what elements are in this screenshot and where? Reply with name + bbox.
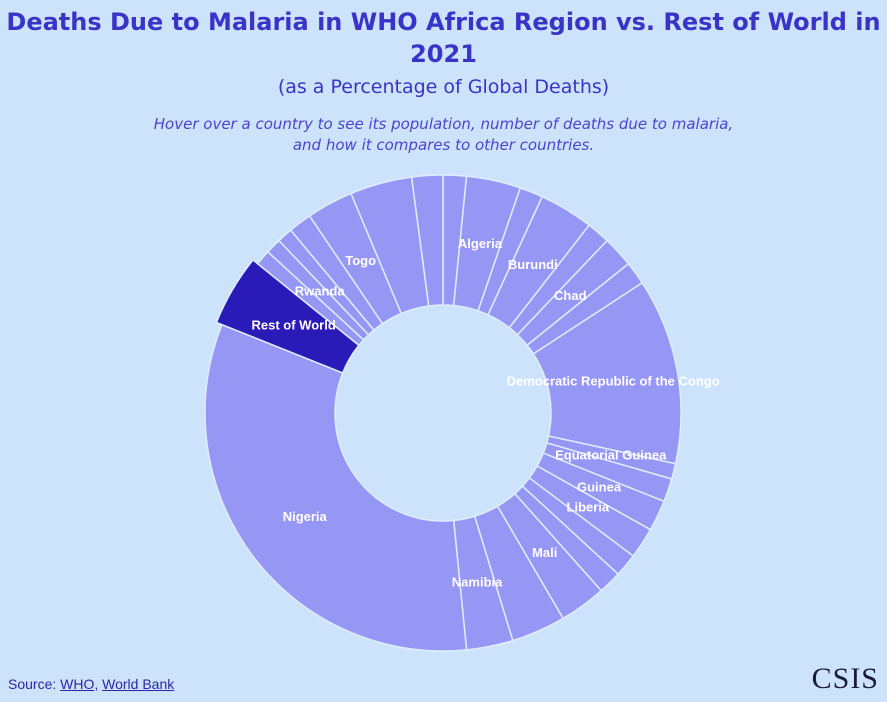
source-link-world-bank[interactable]: World Bank	[102, 676, 175, 692]
csis-logo: CSIS	[811, 662, 879, 695]
source-separator: ,	[94, 676, 103, 692]
slice-nigeria[interactable]	[204, 323, 468, 652]
source-prefix: Source:	[8, 676, 61, 692]
hover-instruction: Hover over a country to see its populati…	[153, 115, 734, 154]
source-line: Source: WHO, World Bank	[8, 676, 174, 692]
source-link-who[interactable]: WHO	[60, 676, 95, 692]
slice-democratic-republic-of-the-congo[interactable]	[532, 281, 682, 465]
chart-title: Deaths Due to Malaria in WHO Africa Regi…	[6, 8, 881, 68]
slice-rest-of-world[interactable]	[215, 258, 360, 374]
slice-unlabeled-25[interactable]	[410, 174, 444, 307]
chart-subtitle: (as a Percentage of Global Deaths)	[277, 76, 610, 98]
